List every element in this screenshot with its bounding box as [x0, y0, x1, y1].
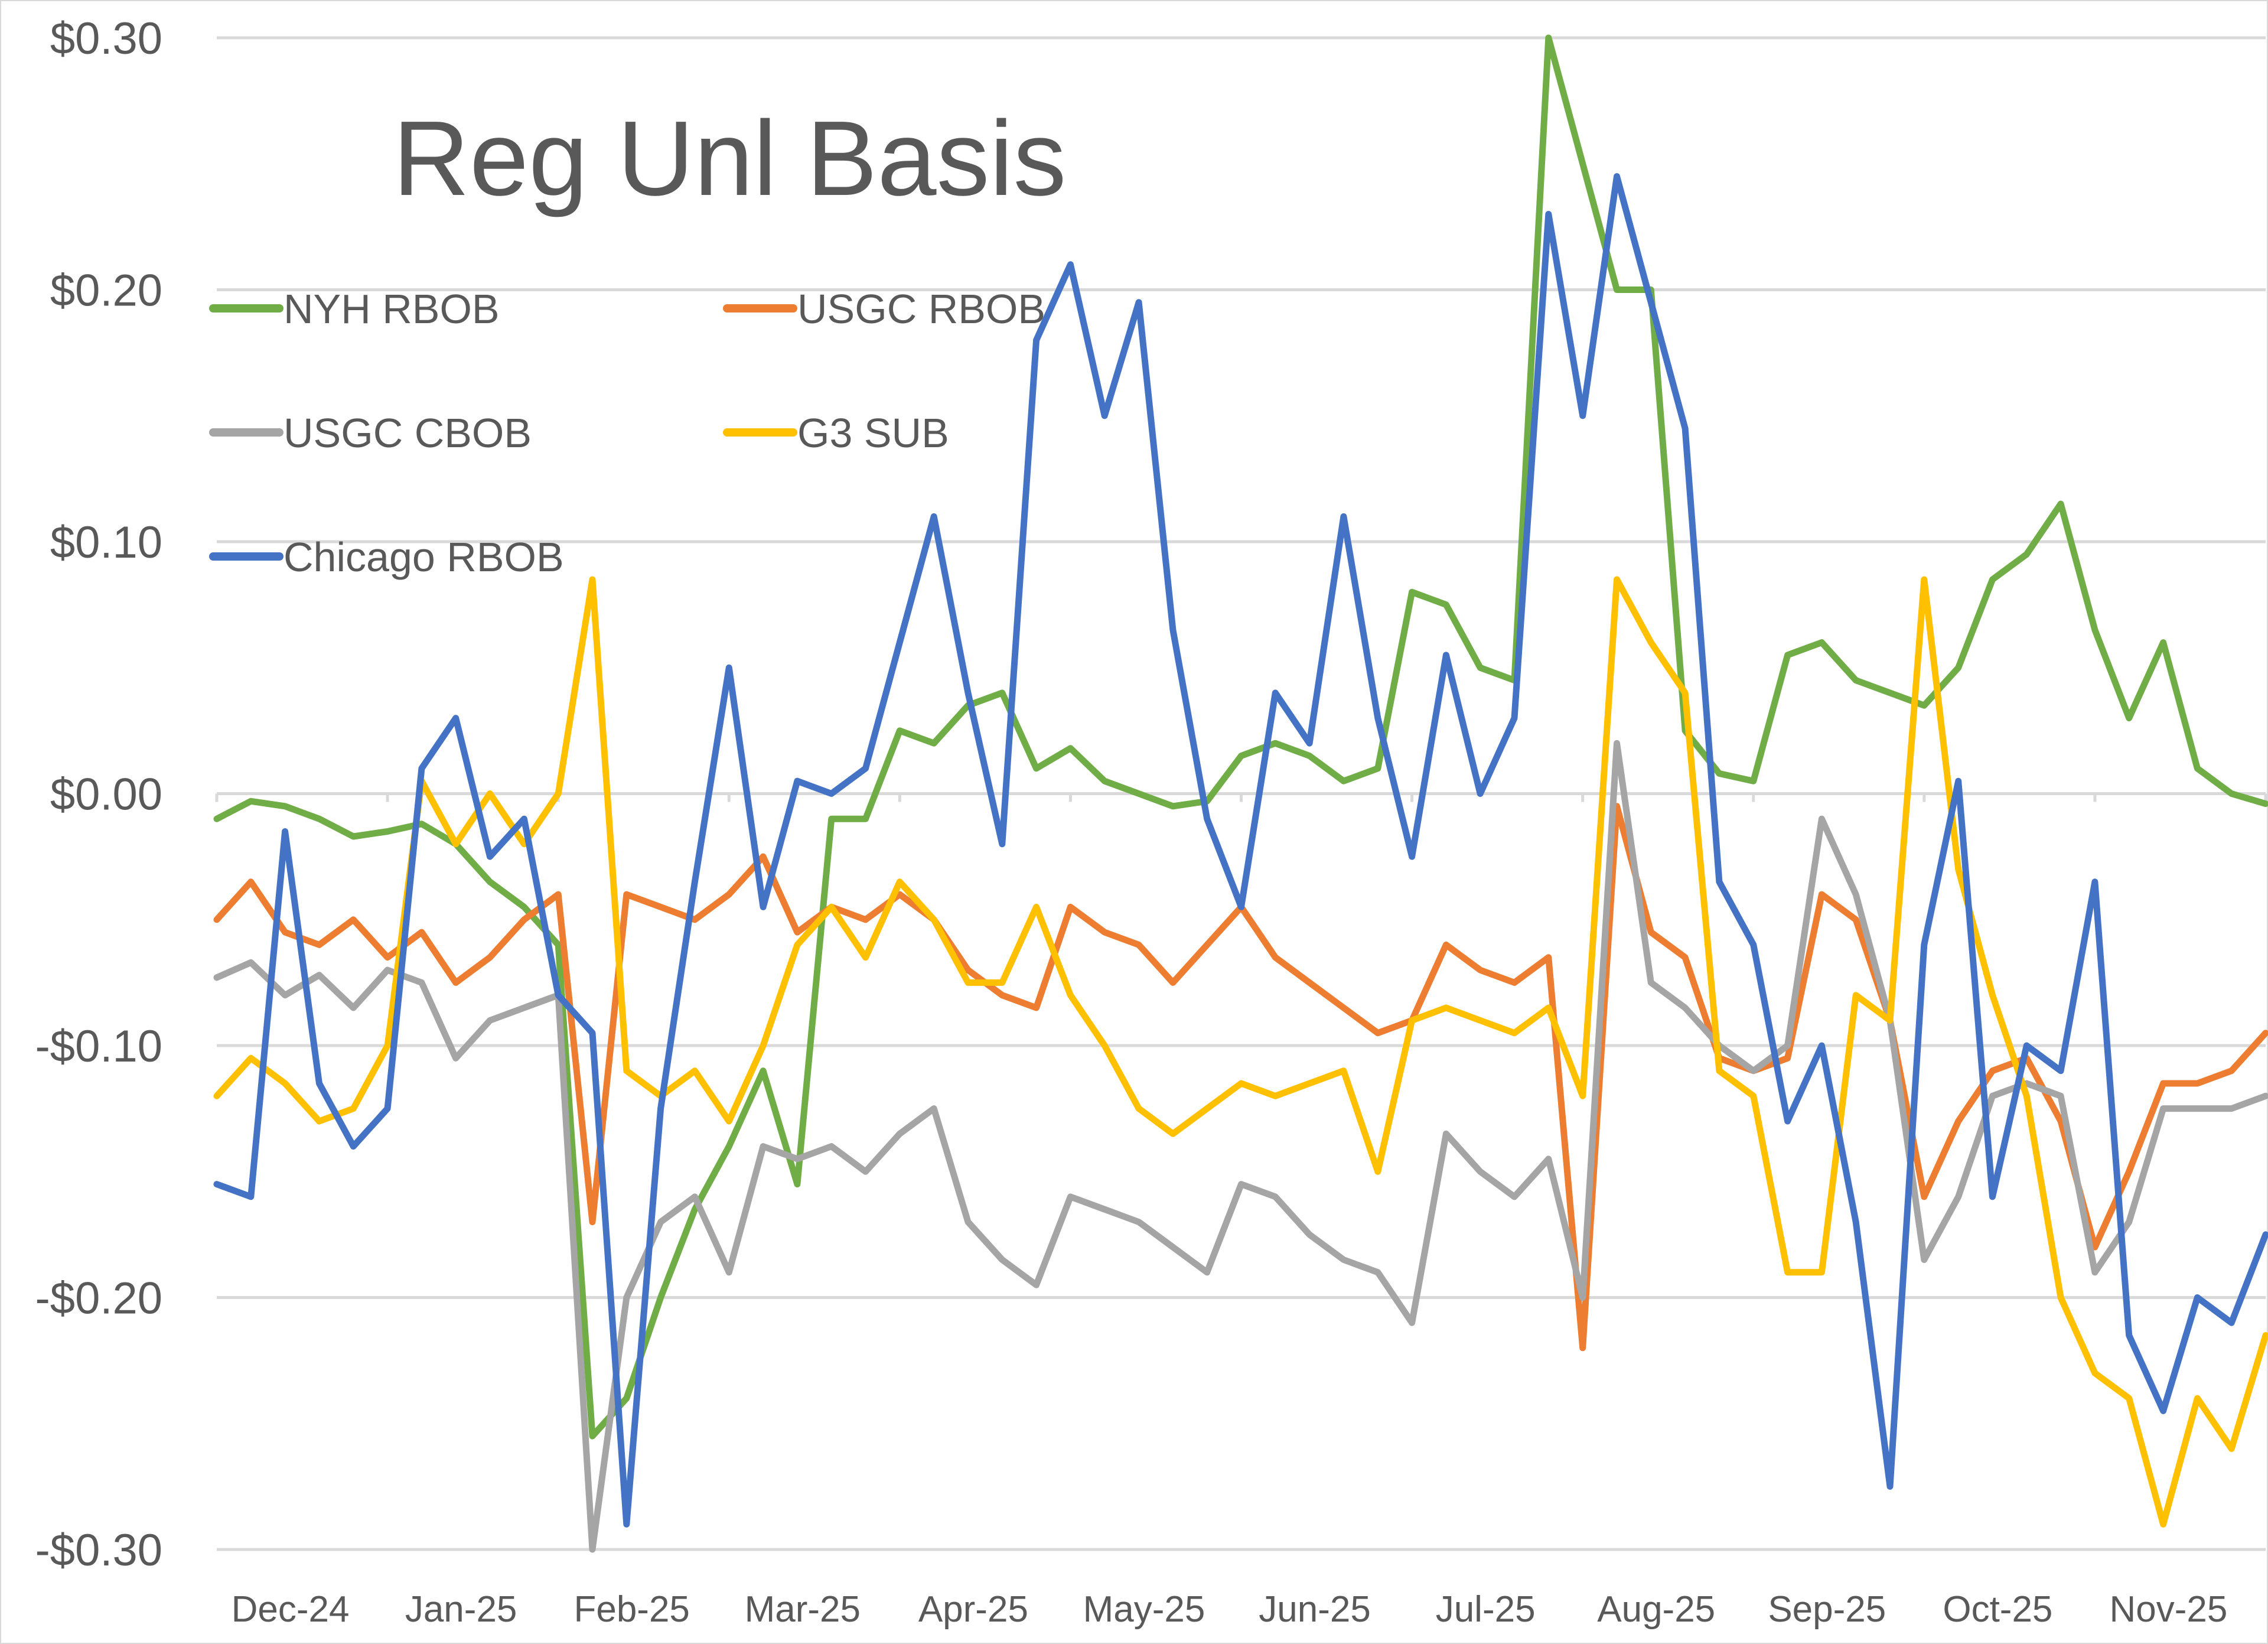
legend-label: G3 SUB: [797, 410, 949, 456]
y-tick-label: $0.10: [50, 517, 162, 568]
x-tick-label: Jun-25: [1259, 1589, 1371, 1630]
y-tick-label: $0.00: [50, 770, 162, 820]
legend-item: NYH RBOB: [209, 286, 500, 332]
series-line-chicago-rbob: [213, 173, 2268, 1528]
x-tick-label: Dec-24: [232, 1589, 350, 1630]
legend-label: USGC CBOB: [284, 410, 532, 456]
legend-item: G3 SUB: [723, 410, 949, 456]
chart-title: Reg Unl Basis: [393, 99, 1066, 218]
plot-series: [213, 34, 2268, 1553]
x-tick-label: Mar-25: [745, 1589, 861, 1630]
x-tick-label: Aug-25: [1597, 1589, 1715, 1630]
x-tick-label: Oct-25: [1943, 1589, 2052, 1630]
legend-label: Chicago RBOB: [284, 534, 564, 580]
x-tick-label: May-25: [1083, 1589, 1205, 1630]
y-tick-label: -$0.10: [35, 1021, 163, 1072]
legend-label: USGC RBOB: [797, 286, 1045, 332]
series-line-g3-sub: [213, 576, 2268, 1528]
x-tick-label: Jul-25: [1436, 1589, 1536, 1630]
legend: NYH RBOB USGC RBOB USGC CBOB G3 SUB Chicago …: [209, 286, 1045, 580]
y-tick-label: -$0.30: [35, 1525, 163, 1575]
series-line-nyh-rbob: [213, 34, 2268, 1440]
y-tick-label: $0.20: [50, 266, 162, 316]
legend-label: NYH RBOB: [284, 286, 500, 332]
y-tick-label: $0.30: [50, 14, 162, 64]
y-tick-label: -$0.20: [35, 1274, 163, 1324]
x-tick-label: Feb-25: [573, 1589, 689, 1630]
x-tick-label: Sep-25: [1768, 1589, 1886, 1630]
x-tick-label: Jan-25: [405, 1589, 517, 1630]
legend-item: USGC CBOB: [209, 410, 532, 456]
legend-item: Chicago RBOB: [209, 534, 564, 580]
x-axis: Dec-24 Jan-25 Feb-25 Mar-25 Apr-25 May-25 Jun-…: [215, 793, 2267, 1630]
x-tick-label: Nov-25: [2110, 1589, 2228, 1630]
legend-item: USGC RBOB: [723, 286, 1045, 332]
x-tick-label: Apr-25: [918, 1589, 1028, 1630]
y-axis: $0.30 $0.20 $0.10 $0.00 -$0.10 -$0.20 -$0.30: [35, 14, 163, 1575]
